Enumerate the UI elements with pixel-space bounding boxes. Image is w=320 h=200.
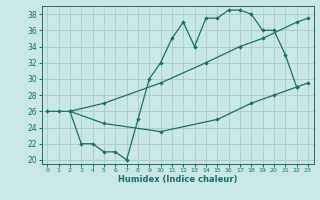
X-axis label: Humidex (Indice chaleur): Humidex (Indice chaleur) — [118, 175, 237, 184]
